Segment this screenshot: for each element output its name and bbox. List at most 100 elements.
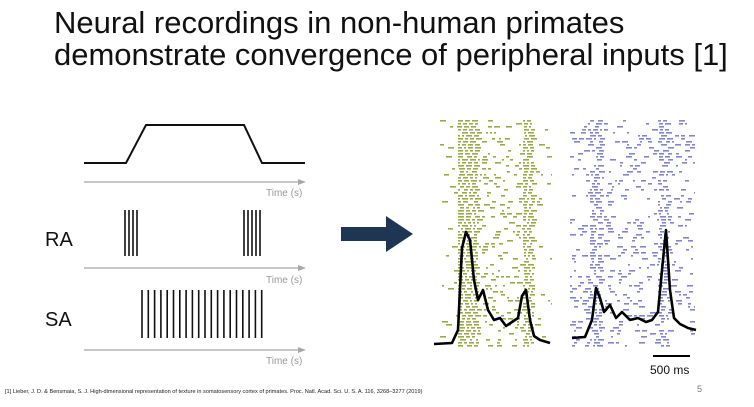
raster-mark	[476, 258, 478, 260]
raster-mark	[676, 153, 679, 155]
page-number: 5	[697, 384, 703, 394]
raster-mark	[513, 216, 517, 218]
raster-mark	[473, 321, 479, 323]
raster-mark	[604, 123, 608, 125]
ra-label: RA	[45, 229, 73, 251]
raster-mark	[574, 141, 580, 143]
raster-mark	[462, 198, 468, 200]
raster-mark	[640, 222, 644, 224]
raster-mark	[458, 162, 460, 164]
raster-mark	[596, 168, 599, 170]
raster-mark	[524, 249, 527, 251]
raster-mark	[599, 321, 603, 323]
raster-mark	[627, 171, 633, 173]
raster-mark	[641, 318, 645, 320]
raster-mark	[468, 144, 473, 146]
raster-mark	[486, 339, 490, 341]
raster-mark	[619, 279, 622, 281]
raster-mark	[467, 345, 472, 347]
raster-mark	[458, 216, 464, 218]
raster-mark	[466, 135, 472, 137]
raster-mark	[572, 288, 577, 290]
raster-mark	[664, 276, 669, 278]
raster-mark	[525, 321, 531, 323]
psth-trace-left	[433, 230, 551, 346]
raster-mark	[658, 210, 663, 212]
raster-mark	[528, 192, 532, 194]
raster-mark	[467, 288, 472, 290]
raster-mark	[524, 273, 530, 275]
raster-mark	[593, 345, 595, 347]
raster-mark	[600, 213, 602, 215]
raster-mark	[633, 237, 637, 239]
raster-mark	[507, 213, 512, 215]
raster-mark	[458, 243, 460, 245]
raster-mark	[467, 246, 469, 248]
raster-mark	[686, 141, 692, 143]
raster-mark	[649, 147, 654, 149]
raster-mark	[507, 207, 510, 209]
raster-mark	[660, 333, 663, 335]
raster-mark	[641, 162, 646, 164]
raster-mark	[473, 222, 475, 224]
raster-mark	[524, 342, 529, 344]
raster-mark	[489, 180, 493, 182]
raster-mark	[469, 342, 474, 344]
raster-mark	[584, 126, 587, 128]
raster-mark	[523, 204, 527, 206]
raster-mark	[458, 333, 462, 335]
raster-mark	[518, 270, 520, 272]
raster-mark	[523, 243, 526, 245]
raster-mark	[462, 252, 465, 254]
raster-mark	[524, 270, 527, 272]
raster-mark	[578, 153, 583, 155]
raster-mark	[623, 174, 629, 176]
raster-mark	[458, 252, 460, 254]
raster-mark	[663, 150, 669, 152]
raster-mark	[627, 297, 630, 299]
raster-mark	[452, 246, 458, 248]
raster-mark	[475, 216, 480, 218]
raster-mark	[623, 249, 627, 251]
raster-mark	[532, 273, 534, 275]
raster-mark	[691, 258, 693, 260]
raster-mark	[529, 336, 532, 338]
raster-mark	[462, 135, 464, 137]
raster-mark	[524, 201, 528, 203]
raster-mark	[572, 195, 576, 197]
raster-mark	[532, 201, 535, 203]
raster-mark	[442, 285, 444, 287]
raster-mark	[679, 267, 683, 269]
raster-mark	[494, 174, 496, 176]
raster-mark	[475, 189, 480, 191]
raster-mark	[492, 201, 496, 203]
raster-mark	[658, 234, 662, 236]
raster-mark	[458, 330, 464, 332]
raster-mark	[588, 297, 593, 299]
time-axis-label: Time (s)	[266, 188, 302, 199]
raster-mark	[524, 189, 527, 191]
raster-mark	[617, 300, 620, 302]
slide-title: Neural recordings in non-human primates …	[54, 7, 734, 71]
raster-mark	[442, 201, 448, 203]
raster-mark	[462, 132, 468, 134]
raster-mark	[665, 129, 669, 131]
raster-mark	[597, 216, 602, 218]
raster-mark	[650, 333, 656, 335]
raster-mark	[671, 285, 677, 287]
raster-mark	[475, 177, 477, 179]
raster-mark	[618, 255, 621, 257]
raster-mark	[637, 225, 642, 227]
raster-mark	[527, 234, 530, 236]
raster-mark	[594, 204, 598, 206]
raster-mark	[488, 120, 493, 122]
raster-mark	[467, 231, 472, 233]
raster-mark	[618, 237, 623, 239]
raster-mark	[466, 264, 471, 266]
raster-mark	[482, 168, 486, 170]
raster-mark	[604, 219, 609, 221]
raster-mark	[474, 282, 480, 284]
raster-mark	[586, 174, 589, 176]
raster-mark	[493, 156, 496, 158]
raster-mark	[474, 135, 479, 137]
